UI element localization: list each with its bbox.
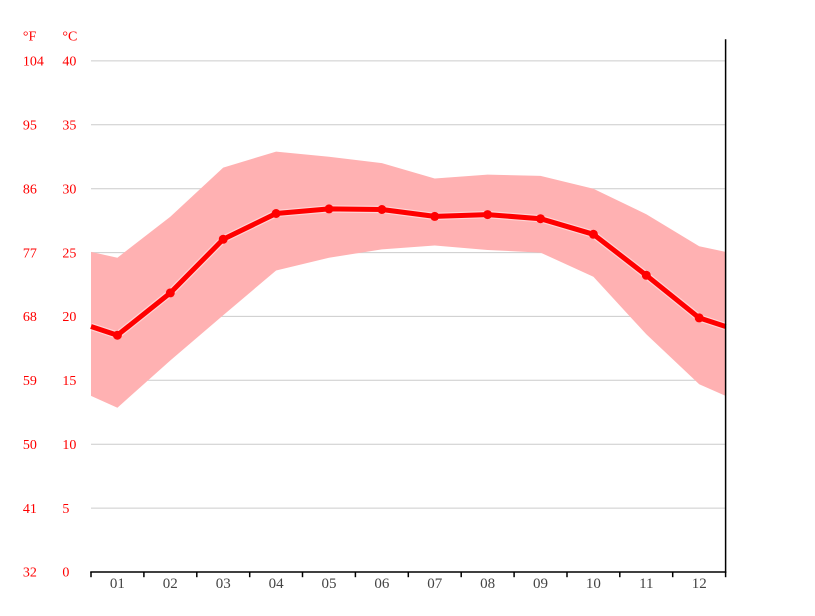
svg-text:77: 77 (23, 246, 37, 261)
svg-text:11: 11 (639, 576, 653, 592)
svg-text:05: 05 (322, 576, 337, 592)
svg-text:10: 10 (586, 576, 601, 592)
svg-text:04: 04 (269, 576, 285, 592)
svg-text:°F: °F (23, 30, 37, 45)
svg-text:25: 25 (62, 246, 76, 261)
svg-text:40: 40 (62, 55, 76, 70)
svg-text:°C: °C (62, 30, 77, 45)
svg-text:68: 68 (23, 310, 37, 325)
svg-text:5: 5 (62, 502, 69, 517)
svg-text:01: 01 (110, 576, 125, 592)
svg-text:15: 15 (62, 374, 76, 389)
svg-text:08: 08 (480, 576, 495, 592)
svg-text:41: 41 (23, 502, 37, 517)
svg-text:20: 20 (62, 310, 76, 325)
svg-text:09: 09 (533, 576, 548, 592)
svg-text:104: 104 (23, 55, 44, 70)
svg-text:86: 86 (23, 182, 37, 197)
svg-text:02: 02 (163, 576, 178, 592)
svg-text:06: 06 (374, 576, 390, 592)
svg-text:32: 32 (23, 566, 37, 581)
svg-text:07: 07 (427, 576, 443, 592)
svg-text:95: 95 (23, 119, 37, 134)
svg-text:12: 12 (692, 576, 707, 592)
svg-text:10: 10 (62, 438, 76, 453)
svg-text:50: 50 (23, 438, 37, 453)
svg-text:35: 35 (62, 119, 76, 134)
svg-text:30: 30 (62, 182, 76, 197)
svg-text:03: 03 (216, 576, 231, 592)
svg-text:59: 59 (23, 374, 37, 389)
svg-text:0: 0 (62, 566, 69, 581)
